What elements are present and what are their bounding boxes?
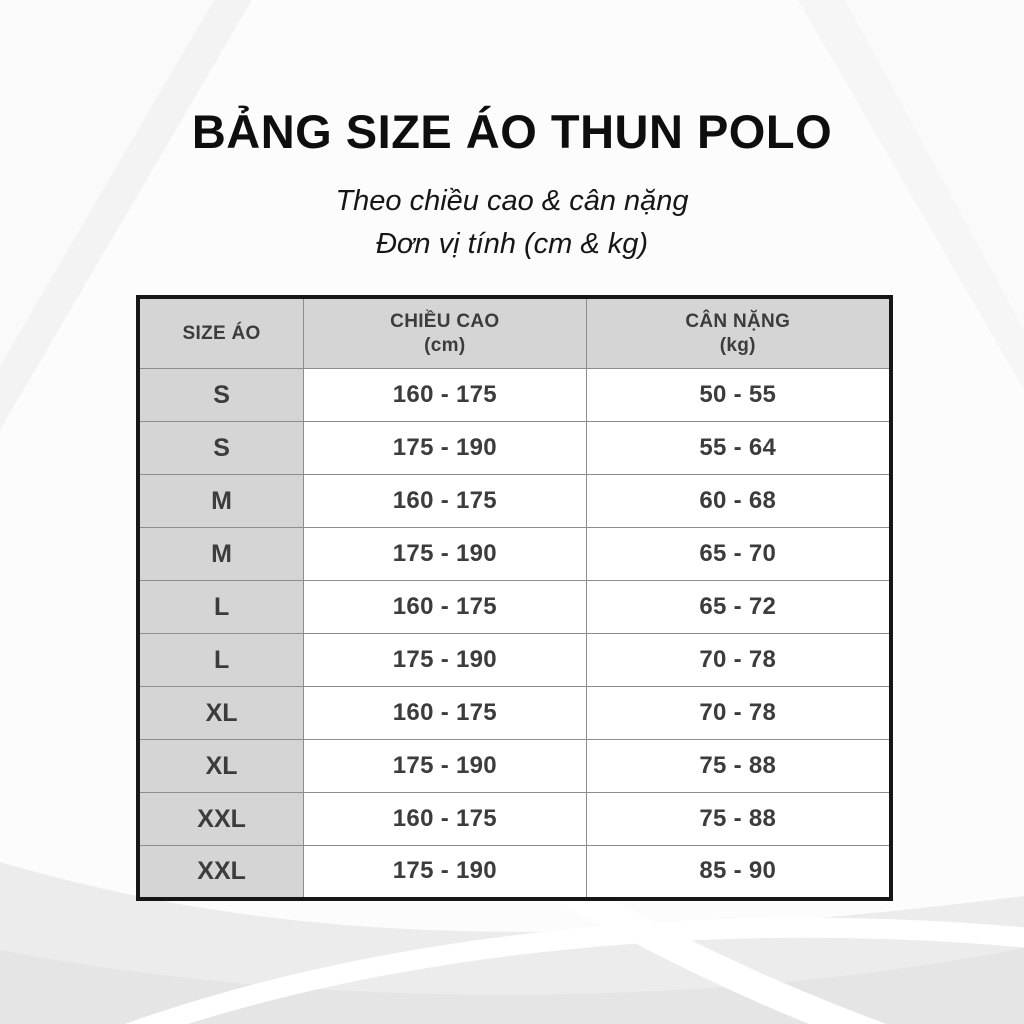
table-row: S 160 - 175 50 - 55: [137, 368, 892, 422]
height-cell: 160 - 175: [303, 792, 587, 846]
height-cell: 160 - 175: [303, 686, 587, 740]
height-cell: 160 - 175: [303, 580, 587, 634]
table-header-row: SIZE ÁO CHIỀU CAO (cm) CÂN NẶNG (kg): [137, 296, 892, 369]
page-title: BẢNG SIZE ÁO THUN POLO: [191, 105, 833, 158]
size-cell: XL: [137, 739, 305, 793]
column-header-weight-label: CÂN NẶNG: [685, 310, 791, 332]
table-row: XXL 160 - 175 75 - 88: [137, 792, 892, 846]
weight-cell: 50 - 55: [585, 368, 892, 422]
weight-cell: 70 - 78: [585, 633, 892, 687]
table-row: S 175 - 190 55 - 64: [137, 421, 892, 475]
height-cell: 175 - 190: [303, 633, 587, 687]
weight-cell: 65 - 72: [585, 580, 892, 634]
height-cell: 160 - 175: [303, 474, 587, 528]
weight-cell: 55 - 64: [585, 421, 892, 475]
weight-cell: 75 - 88: [585, 739, 892, 793]
column-header-size-label: SIZE ÁO: [182, 322, 261, 344]
size-cell: XXL: [137, 792, 305, 846]
subtitle-line-1: Theo chiều cao & cân nặng: [335, 185, 689, 217]
column-header-height: CHIỀU CAO (cm): [303, 296, 587, 369]
weight-cell: 85 - 90: [585, 845, 892, 899]
size-cell: M: [137, 527, 305, 581]
table-row: M 160 - 175 60 - 68: [137, 474, 892, 528]
height-cell: 175 - 190: [303, 739, 587, 793]
size-cell: L: [137, 580, 305, 634]
size-table-container: SIZE ÁO CHIỀU CAO (cm) CÂN NẶNG (kg) S 16…: [136, 295, 893, 901]
column-header-size: SIZE ÁO: [137, 296, 305, 369]
size-cell: XXL: [137, 845, 305, 899]
table-row: XXL 175 - 190 85 - 90: [137, 845, 892, 899]
height-cell: 175 - 190: [303, 527, 587, 581]
size-cell: XL: [137, 686, 305, 740]
table-row: L 175 - 190 70 - 78: [137, 633, 892, 687]
size-cell: S: [137, 368, 305, 422]
height-cell: 175 - 190: [303, 845, 587, 899]
table-row: XL 175 - 190 75 - 88: [137, 739, 892, 793]
height-cell: 175 - 190: [303, 421, 587, 475]
height-cell: 160 - 175: [303, 368, 587, 422]
table-row: XL 160 - 175 70 - 78: [137, 686, 892, 740]
page-subtitle: Theo chiều cao & cân nặng Đơn vị tính (c…: [0, 180, 1024, 266]
size-cell: L: [137, 633, 305, 687]
subtitle-line-2: Đơn vị tính (cm & kg): [375, 228, 649, 260]
column-header-weight-unit: (kg): [719, 334, 756, 356]
weight-cell: 75 - 88: [585, 792, 892, 846]
weight-cell: 65 - 70: [585, 527, 892, 581]
weight-cell: 70 - 78: [585, 686, 892, 740]
size-table: SIZE ÁO CHIỀU CAO (cm) CÂN NẶNG (kg) S 16…: [136, 295, 893, 901]
table-row: L 160 - 175 65 - 72: [137, 580, 892, 634]
size-cell: S: [137, 421, 305, 475]
weight-cell: 60 - 68: [585, 474, 892, 528]
column-header-height-unit: (cm): [424, 334, 466, 356]
column-header-height-label: CHIỀU CAO: [390, 310, 500, 332]
size-cell: M: [137, 474, 305, 528]
table-row: M 175 - 190 65 - 70: [137, 527, 892, 581]
column-header-weight: CÂN NẶNG (kg): [585, 296, 892, 369]
